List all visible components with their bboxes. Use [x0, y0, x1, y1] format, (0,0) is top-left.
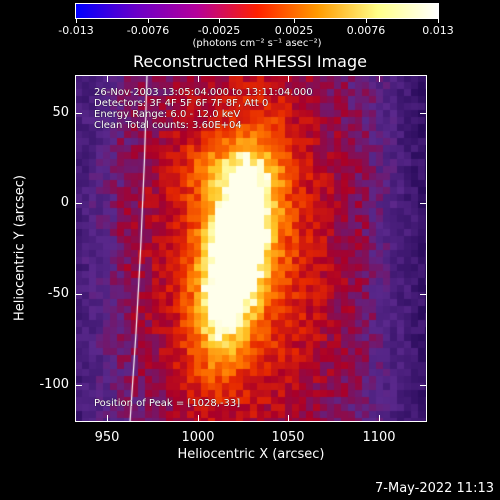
- colorbar-tick-label: -0.0025: [197, 24, 241, 37]
- colorbar-tick-label: 0.0076: [346, 24, 386, 37]
- y-tick: [75, 113, 82, 114]
- x-tick: [198, 75, 199, 82]
- x-tick: [107, 415, 108, 422]
- colorbar-tick: [438, 19, 439, 23]
- annotation-time: 26-Nov-2003 13:05:04.000 to 13:11:04.000: [94, 87, 313, 98]
- y-tick: [420, 294, 427, 295]
- x-axis-title: Heliocentric X (arcsec): [177, 447, 325, 462]
- colorbar-tick: [366, 19, 367, 23]
- x-tick-label: 1050: [271, 430, 305, 445]
- image-title: Reconstructed RHESSI Image: [133, 52, 367, 71]
- plot-frame: [75, 75, 427, 422]
- y-tick-label: 0: [60, 195, 69, 210]
- colorbar-tick-label: -0.0076: [126, 24, 170, 37]
- colorbar-tick: [219, 19, 220, 23]
- y-tick-label: -50: [47, 286, 69, 301]
- x-tick: [379, 75, 380, 82]
- annotation-method: Clean Total counts: 3.60E+04: [94, 120, 242, 131]
- colorbar-units: (photons cm⁻² s⁻¹ asec⁻²): [192, 38, 322, 49]
- x-tick-label: 1000: [181, 430, 215, 445]
- y-tick: [75, 203, 82, 204]
- x-tick: [288, 415, 289, 422]
- x-tick: [198, 415, 199, 422]
- y-tick: [75, 385, 82, 386]
- colorbar-tick-label: 0.0025: [274, 24, 314, 37]
- x-tick: [107, 75, 108, 82]
- y-tick: [420, 203, 427, 204]
- colorbar-tick-label: 0.013: [422, 24, 454, 37]
- annotation-detectors: Detectors: 3F 4F 5F 6F 7F 8F, Att 0: [94, 98, 269, 109]
- y-tick-label: -100: [39, 377, 69, 392]
- x-tick-label: 950: [94, 430, 120, 445]
- y-tick: [75, 294, 82, 295]
- x-tick-label: 1100: [362, 430, 396, 445]
- rhessi-image: [75, 75, 427, 422]
- footer-date: 7-May-2022 11:13: [375, 481, 494, 496]
- annotation-peak: Position of Peak = [1028,-33]: [94, 398, 241, 409]
- y-tick: [420, 385, 427, 386]
- x-tick: [288, 75, 289, 82]
- colorbar-tick: [148, 19, 149, 23]
- y-tick-label: 50: [52, 105, 69, 120]
- colorbar-tick: [76, 19, 77, 23]
- x-tick: [379, 415, 380, 422]
- y-axis-title: Heliocentric Y (arcsec): [12, 175, 28, 321]
- colorbar-tick-label: -0.013: [58, 24, 94, 37]
- annotation-energy: Energy Range: 6.0 - 12.0 keV: [94, 109, 241, 120]
- colorbar: [75, 3, 439, 19]
- y-tick: [420, 113, 427, 114]
- colorbar-tick: [294, 19, 295, 23]
